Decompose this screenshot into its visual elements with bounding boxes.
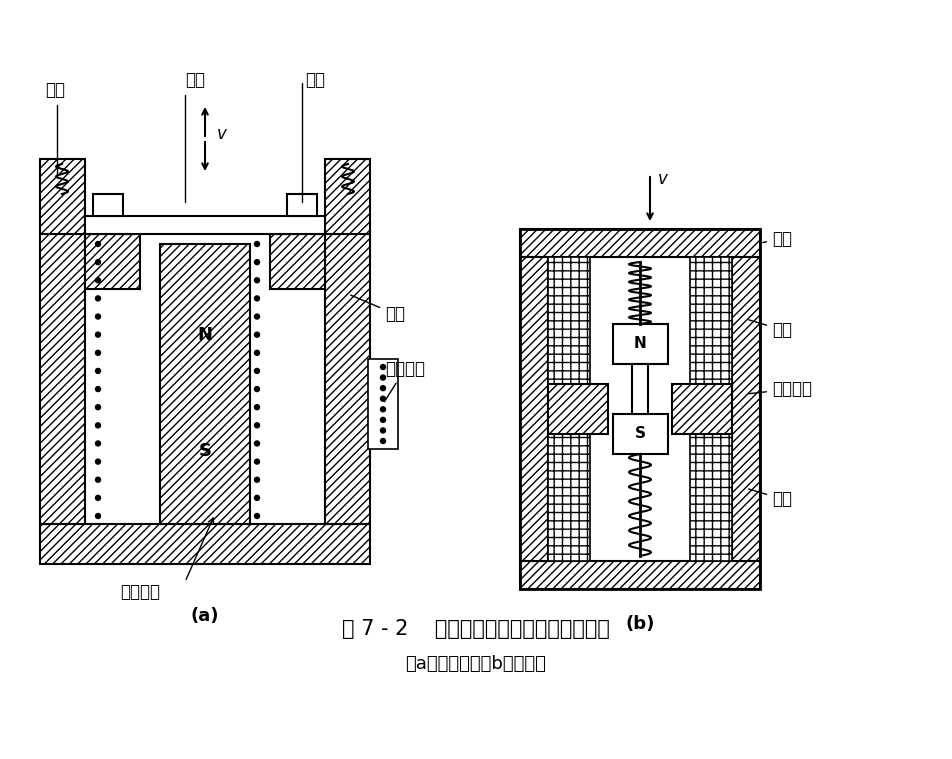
Circle shape	[254, 241, 259, 247]
Circle shape	[254, 368, 259, 373]
Text: 壳体: 壳体	[762, 230, 791, 248]
Text: v: v	[217, 125, 227, 143]
Bar	[520, 229, 759, 589]
Circle shape	[95, 459, 100, 464]
Circle shape	[95, 423, 100, 428]
Circle shape	[95, 351, 100, 355]
Bar	[287, 194, 317, 216]
Circle shape	[254, 386, 259, 392]
Text: (a): (a)	[190, 607, 219, 625]
Circle shape	[380, 375, 386, 380]
Circle shape	[95, 441, 100, 446]
Circle shape	[254, 496, 259, 500]
Circle shape	[95, 514, 100, 518]
Circle shape	[254, 314, 259, 319]
Bar	[689, 257, 731, 561]
Bar	[40, 524, 369, 564]
Bar	[85, 234, 105, 524]
Circle shape	[380, 428, 386, 433]
Circle shape	[95, 368, 100, 373]
Circle shape	[95, 296, 100, 301]
Circle shape	[95, 260, 100, 265]
Bar	[671, 384, 731, 434]
Circle shape	[254, 278, 259, 283]
Circle shape	[254, 260, 259, 265]
Bar	[160, 244, 249, 524]
Circle shape	[95, 241, 100, 247]
Bar	[612, 324, 667, 364]
Text: 弹簧: 弹簧	[45, 81, 65, 176]
Circle shape	[254, 405, 259, 410]
Circle shape	[254, 423, 259, 428]
Circle shape	[254, 296, 259, 301]
Circle shape	[95, 278, 100, 283]
Circle shape	[380, 417, 386, 422]
Circle shape	[380, 439, 386, 443]
Bar	[367, 359, 398, 449]
Text: v: v	[657, 170, 667, 188]
Bar	[85, 234, 140, 289]
Text: 磁轭: 磁轭	[350, 295, 405, 323]
Circle shape	[95, 496, 100, 500]
Bar	[85, 216, 325, 234]
Bar	[612, 414, 667, 454]
Bar	[325, 234, 369, 524]
Text: 永久磁铁: 永久磁铁	[748, 380, 811, 398]
Bar	[547, 384, 607, 434]
Circle shape	[95, 477, 100, 482]
Bar	[40, 234, 85, 524]
Circle shape	[254, 459, 259, 464]
Circle shape	[380, 386, 386, 391]
Bar	[325, 159, 369, 234]
Circle shape	[254, 477, 259, 482]
Circle shape	[95, 405, 100, 410]
Circle shape	[380, 396, 386, 402]
Text: (b): (b)	[625, 615, 654, 633]
Circle shape	[380, 364, 386, 370]
Text: S: S	[634, 427, 645, 442]
Circle shape	[254, 441, 259, 446]
Circle shape	[95, 332, 100, 337]
Circle shape	[95, 314, 100, 319]
Text: 线圈: 线圈	[748, 320, 791, 339]
Bar	[547, 257, 589, 561]
Text: N: N	[197, 326, 212, 345]
Text: N: N	[633, 336, 645, 351]
Bar	[520, 561, 759, 589]
Bar	[731, 257, 759, 561]
Text: 极掌: 极掌	[185, 71, 205, 202]
Bar	[40, 159, 85, 234]
Text: （a）动圈式；（b）动铁式: （a）动圈式；（b）动铁式	[406, 655, 545, 673]
Circle shape	[254, 351, 259, 355]
Bar	[249, 234, 269, 524]
Circle shape	[95, 386, 100, 392]
Text: 图 7 - 2    恒磁通式磁电传感器结构原理图: 图 7 - 2 恒磁通式磁电传感器结构原理图	[342, 619, 609, 639]
Circle shape	[380, 407, 386, 412]
Text: 线圈: 线圈	[302, 71, 325, 202]
Text: S: S	[198, 442, 211, 461]
Circle shape	[254, 514, 259, 518]
Circle shape	[254, 332, 259, 337]
Text: 弹簧: 弹簧	[748, 489, 791, 508]
Bar	[93, 194, 123, 216]
Bar	[520, 229, 759, 257]
Text: 永久磁铁: 永久磁铁	[120, 583, 160, 601]
Bar	[520, 257, 547, 561]
Bar	[631, 364, 647, 414]
Text: 补偿线圈: 补偿线圈	[384, 360, 425, 402]
Bar	[269, 234, 325, 289]
